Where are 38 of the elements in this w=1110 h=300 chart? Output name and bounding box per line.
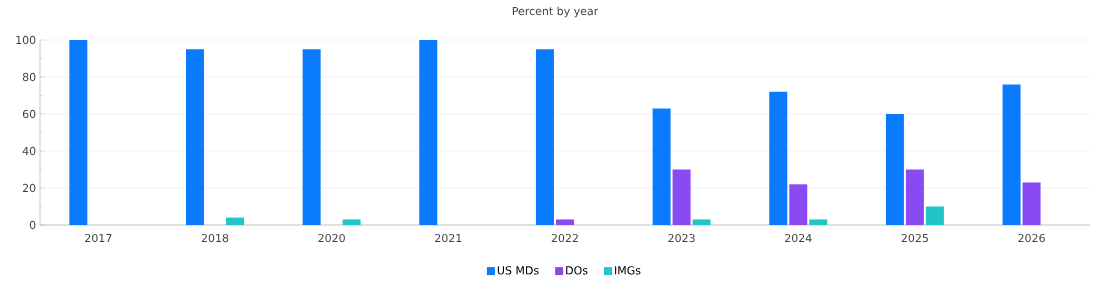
legend-label: IMGs — [615, 266, 641, 275]
y-tick-label: 60 — [22, 109, 36, 119]
y-tick-label: 100 — [16, 35, 36, 45]
x-tick-label: 2025 — [901, 233, 928, 243]
bar — [1002, 84, 1021, 225]
x-tick-label: 2026 — [1018, 233, 1045, 243]
x-tick-label: 2020 — [318, 233, 345, 243]
bar — [769, 91, 788, 225]
bar — [672, 169, 691, 225]
x-tick-label: 2018 — [201, 233, 229, 243]
bar — [185, 49, 204, 225]
bar — [342, 219, 361, 225]
y-tick-label: 20 — [22, 183, 36, 193]
bar — [225, 217, 244, 225]
x-tick-label: 2023 — [668, 233, 695, 243]
bar — [925, 206, 944, 225]
x-tick-label: 2024 — [785, 233, 812, 243]
y-tick-label: 0 — [29, 220, 36, 230]
bar — [1022, 182, 1041, 225]
x-tick-label: 2021 — [435, 233, 462, 243]
bar — [419, 40, 438, 225]
bar — [885, 114, 904, 225]
bar — [69, 40, 88, 225]
legend-label: US MDs — [497, 266, 539, 275]
chart-title: Percent by year — [512, 6, 599, 18]
y-tick-label: 80 — [22, 72, 36, 82]
x-tick-label: 2017 — [85, 233, 112, 243]
bar — [789, 184, 808, 225]
bar — [905, 169, 924, 225]
x-tick-label: 2022 — [551, 233, 578, 243]
y-tick-label: 40 — [22, 146, 36, 156]
bar — [692, 219, 711, 225]
bar — [652, 108, 671, 225]
bar — [555, 219, 574, 225]
bar — [302, 49, 321, 225]
bar — [809, 219, 828, 225]
bar — [535, 49, 554, 225]
legend-label: DOs — [566, 266, 588, 275]
